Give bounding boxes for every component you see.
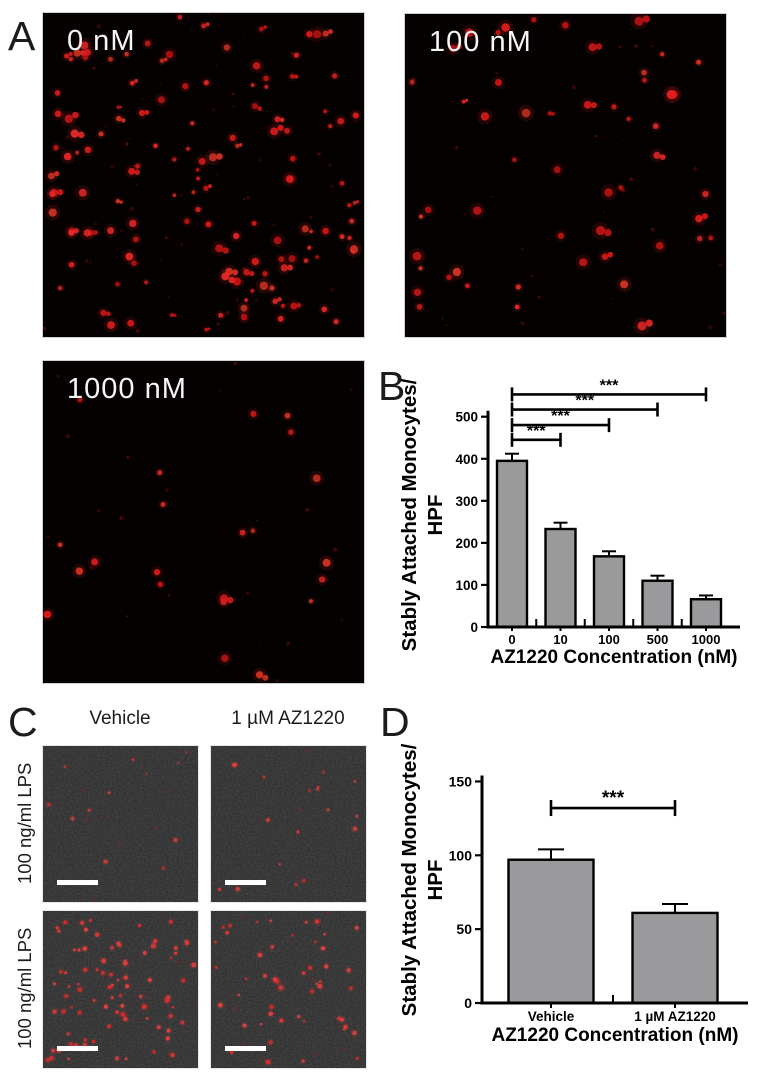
svg-text:Stably Attached Monocytes/: Stably Attached Monocytes/ bbox=[400, 378, 421, 651]
micrograph-0nM: 0 nM bbox=[42, 12, 365, 338]
micrograph-dots bbox=[43, 911, 198, 1068]
svg-text:HPF: HPF bbox=[424, 495, 447, 536]
svg-text:200: 200 bbox=[455, 536, 478, 551]
svg-text:50: 50 bbox=[456, 921, 472, 937]
micrograph-1000nM-label: 1000 nM bbox=[67, 373, 187, 405]
panel-b-letter: B bbox=[378, 363, 406, 409]
row-label-lps-1: 100 ng/ml LPS bbox=[14, 762, 35, 885]
scale-bar bbox=[57, 880, 98, 885]
svg-text:0: 0 bbox=[464, 995, 472, 1011]
svg-text:***: *** bbox=[551, 408, 570, 425]
micrograph-0nM-label: 0 nM bbox=[67, 25, 136, 57]
scale-bar bbox=[225, 1046, 266, 1051]
svg-text:***: *** bbox=[602, 788, 625, 809]
micrograph-dots bbox=[211, 746, 366, 902]
scale-bar bbox=[225, 880, 266, 885]
svg-text:***: *** bbox=[575, 393, 594, 410]
svg-text:150: 150 bbox=[449, 773, 473, 789]
scale-bar bbox=[57, 1046, 98, 1051]
svg-text:1 µM AZ1220: 1 µM AZ1220 bbox=[634, 1009, 716, 1024]
svg-text:AZ1220 Concentration (nM): AZ1220 Concentration (nM) bbox=[490, 647, 737, 668]
svg-text:10: 10 bbox=[553, 632, 567, 647]
row-label-lps-2: 100 ng/ml LPS bbox=[14, 927, 35, 1050]
svg-text:***: *** bbox=[527, 423, 546, 440]
micrograph-100nM: 100 nM bbox=[404, 13, 727, 338]
svg-text:100: 100 bbox=[598, 632, 620, 647]
micrograph-dots bbox=[211, 911, 366, 1068]
svg-text:HPF: HPF bbox=[424, 860, 447, 901]
svg-text:***: *** bbox=[600, 377, 619, 394]
micrograph-lps-az1220-bottom bbox=[210, 910, 367, 1069]
svg-text:100: 100 bbox=[449, 847, 473, 863]
svg-text:100: 100 bbox=[455, 578, 478, 593]
svg-text:0: 0 bbox=[470, 620, 478, 635]
svg-text:400: 400 bbox=[455, 452, 478, 467]
micrograph-dots bbox=[43, 13, 362, 334]
svg-text:Stably Attached Monocytes/: Stably Attached Monocytes/ bbox=[400, 743, 421, 1016]
column-header-vehicle: Vehicle bbox=[89, 708, 151, 729]
micrograph-dots bbox=[43, 746, 198, 902]
micrograph-lps-az1220-top bbox=[210, 745, 367, 903]
micrograph-lps-vehicle-top bbox=[42, 745, 199, 903]
micrograph-dots bbox=[43, 361, 361, 682]
panel-a-letter: A bbox=[8, 13, 36, 59]
column-header-az1220: 1 µM AZ1220 bbox=[231, 708, 345, 729]
micrograph-dots bbox=[407, 14, 726, 335]
svg-text:500: 500 bbox=[647, 632, 669, 647]
panel-d-letter: D bbox=[380, 699, 410, 745]
micrograph-100nM-label: 100 nM bbox=[429, 26, 532, 58]
micrograph-1000nM: 1000 nM bbox=[42, 360, 365, 684]
svg-text:500: 500 bbox=[455, 410, 478, 425]
panel-c-letter: C bbox=[8, 699, 38, 745]
svg-text:AZ1220 Concentration (nM): AZ1220 Concentration (nM) bbox=[491, 1025, 738, 1046]
svg-text:300: 300 bbox=[455, 494, 478, 509]
svg-text:1000: 1000 bbox=[692, 632, 721, 647]
svg-text:Vehicle: Vehicle bbox=[528, 1009, 575, 1024]
svg-text:0: 0 bbox=[508, 632, 515, 647]
micrograph-lps-vehicle-bottom bbox=[42, 910, 199, 1069]
bar-chart-vehicle-vs-az1220: Vehicle 1 µM AZ1220 0 50 100 150 AZ1220 Concen… bbox=[400, 743, 748, 1046]
